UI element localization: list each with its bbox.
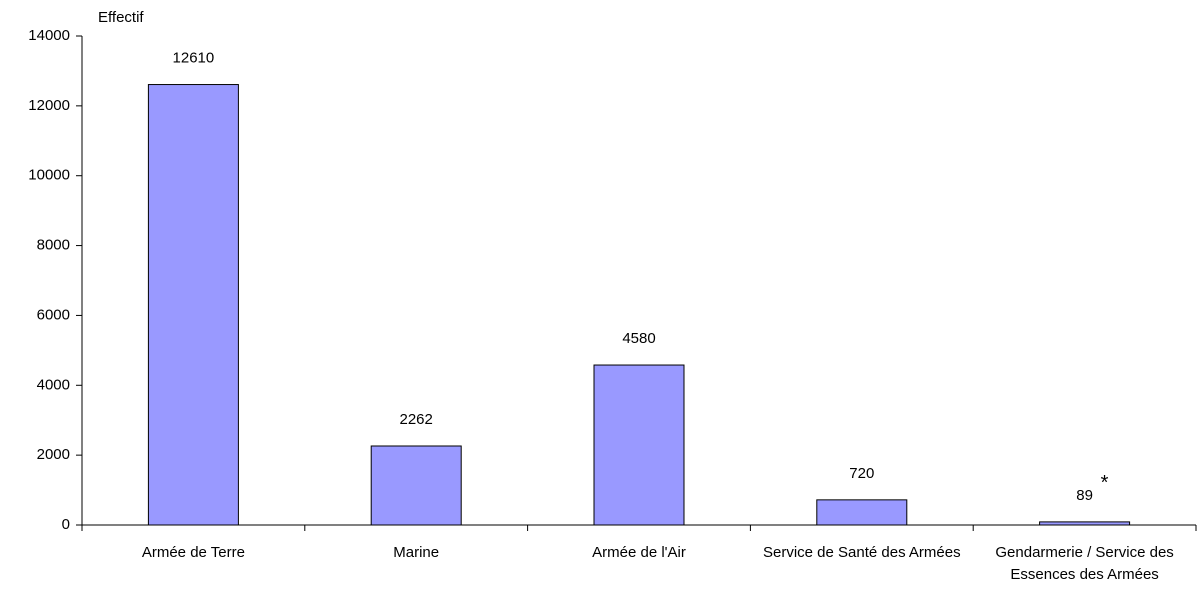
x-tick-label: Armée de l'Air [592,544,686,561]
y-tick-label: 14000 [28,27,70,44]
y-tick-label: 0 [62,516,70,533]
data-label: 720 [849,465,874,482]
x-tick-label: Marine [393,544,439,561]
y-tick-label: 8000 [37,237,70,254]
data-label: 4580 [622,330,655,347]
bar [816,499,908,526]
bar [1039,521,1131,526]
bar [593,364,685,526]
data-label: 89 [1076,487,1093,504]
bar [370,445,462,526]
data-label: 12610 [173,50,215,67]
y-tick-label: 4000 [37,376,70,393]
y-tick-label: 6000 [37,306,70,323]
annotation: * [1101,472,1109,494]
y-tick-label: 12000 [28,97,70,114]
data-label: 2262 [400,411,433,428]
y-axis-label: Effectif [98,9,144,26]
x-tick-label: Service de Santé des Armées [763,544,961,561]
y-tick-label: 2000 [37,446,70,463]
x-tick-label: Gendarmerie / Service des Essences des Ar… [995,544,1173,583]
x-tick-label: Armée de Terre [142,544,245,561]
bar [147,84,239,526]
y-tick-label: 10000 [28,167,70,184]
